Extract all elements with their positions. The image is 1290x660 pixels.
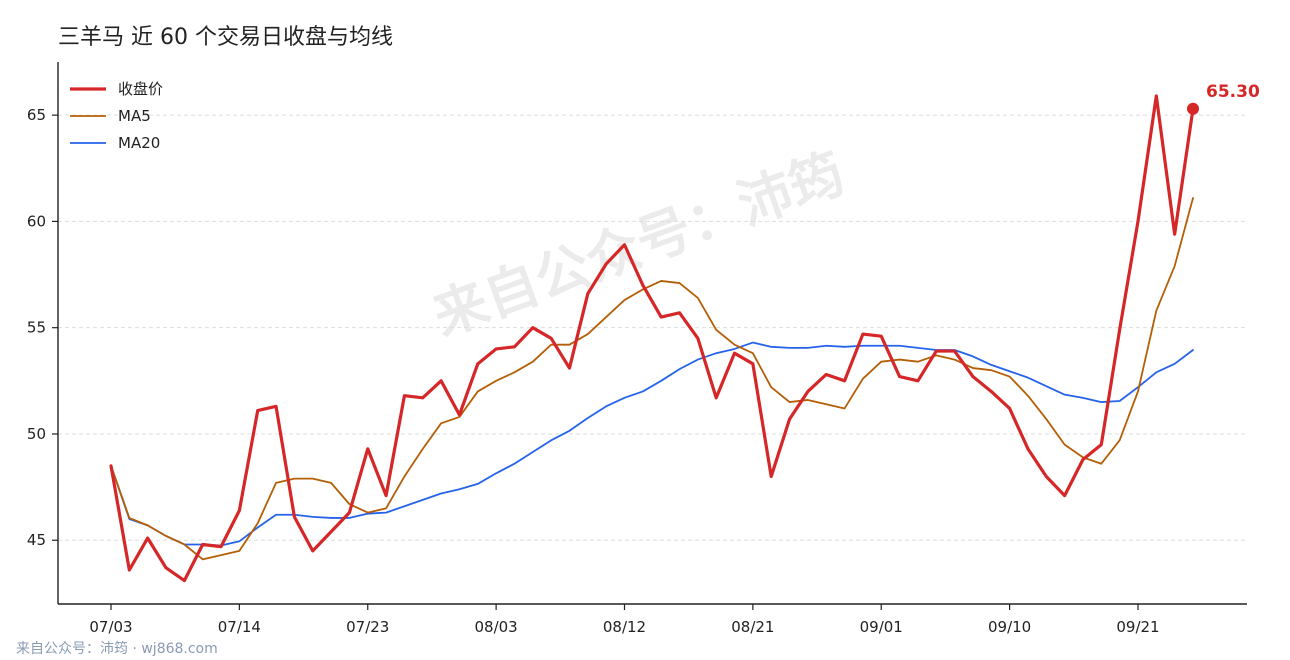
- y-tick-label: 45: [27, 531, 46, 549]
- legend-label: 收盘价: [118, 80, 163, 98]
- legend-label: MA20: [118, 134, 160, 152]
- series-line-ma5: [110, 197, 1194, 561]
- x-axis-ticks: 07/03 07/14 07/23 08/03 08/12 08/21 09/01 09/10…: [89, 604, 1160, 636]
- y-tick-label: 55: [27, 319, 46, 337]
- x-tick-label: 08/12: [603, 618, 646, 636]
- y-axis-ticks: 45 50 55 60 65: [27, 106, 58, 549]
- watermark: 来自公众号：沛筠: [425, 141, 852, 348]
- series-lines: 65.30: [109, 82, 1260, 583]
- x-tick-label: 08/21: [731, 618, 774, 636]
- series-line-close: [109, 94, 1195, 583]
- y-tick-label: 60: [27, 212, 46, 230]
- x-tick-label: 07/14: [218, 618, 261, 636]
- series-line-ma20: [110, 341, 1194, 547]
- footer-credit: 来自公众号：沛筠 · wj868.com: [16, 640, 218, 657]
- legend-label: MA5: [118, 107, 151, 125]
- y-tick-label: 50: [27, 425, 46, 443]
- x-tick-label: 07/03: [89, 618, 132, 636]
- chart-title: 三羊马 近 60 个交易日收盘与均线: [58, 25, 393, 50]
- axes: [57, 62, 1247, 605]
- last-value-label: 65.30: [1206, 82, 1260, 102]
- grid-lines: [58, 114, 1247, 541]
- y-tick-label: 65: [27, 106, 46, 124]
- x-tick-label: 07/23: [346, 618, 389, 636]
- x-tick-label: 09/10: [988, 618, 1031, 636]
- last-close-point: [1187, 102, 1199, 115]
- legend: 收盘价 MA5 MA20: [70, 80, 163, 152]
- x-tick-label: 08/03: [475, 618, 518, 636]
- x-tick-label: 09/01: [860, 618, 903, 636]
- x-tick-label: 09/21: [1116, 618, 1159, 636]
